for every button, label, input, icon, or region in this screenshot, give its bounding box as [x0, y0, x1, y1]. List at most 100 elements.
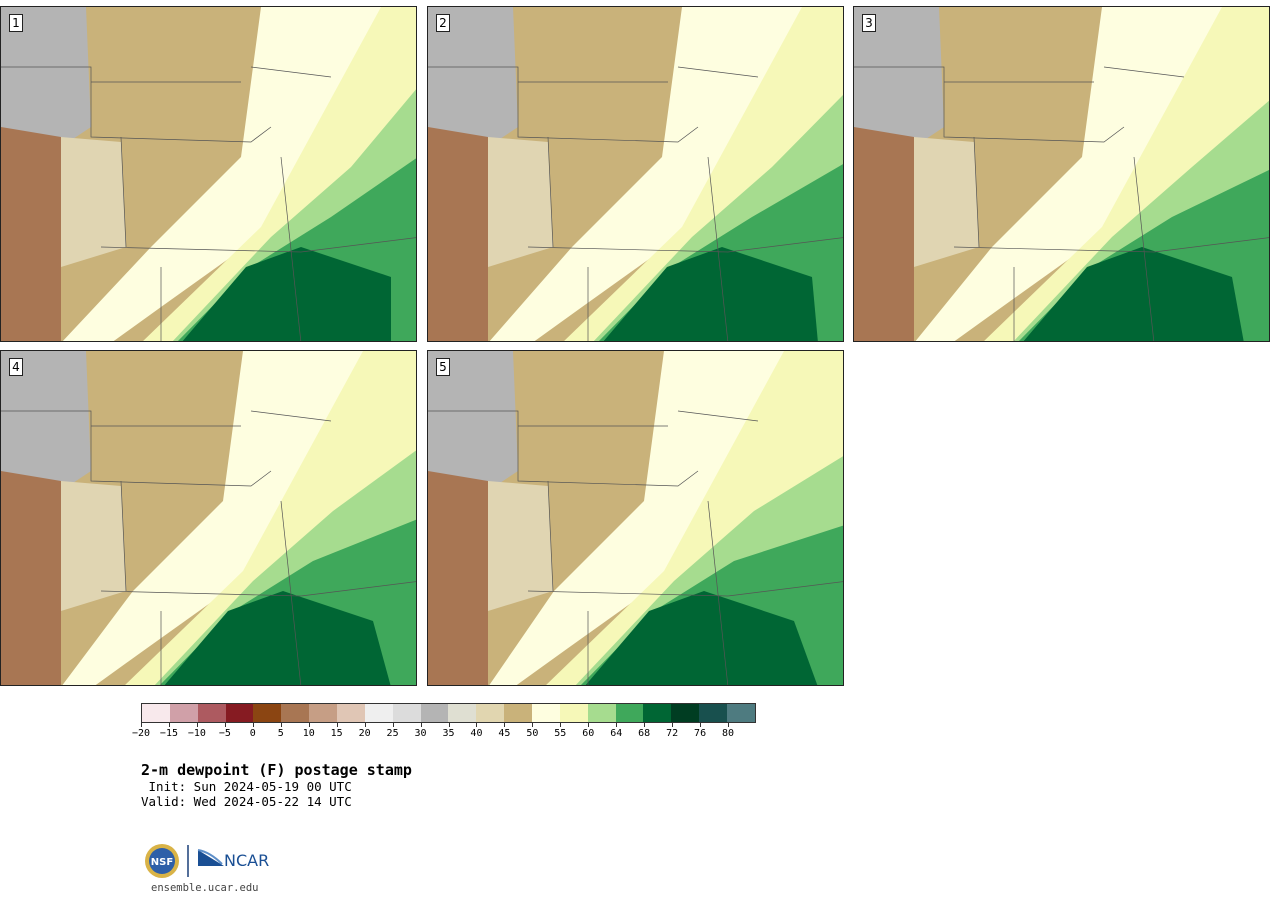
colorbar-tick-label: 20: [358, 728, 371, 739]
colorbar-swatch: [253, 704, 282, 722]
colorbar-tick: [672, 723, 674, 727]
rockies-low-dewpoint: [1, 471, 61, 685]
colorbar-tick-label: 76: [694, 728, 707, 739]
colorbar-swatch: [197, 704, 226, 722]
colorbar-tick: [392, 723, 394, 727]
colorbar-tick-label: −15: [159, 728, 178, 739]
colorbar-tick-label: 45: [498, 728, 511, 739]
light-yellow-band: [143, 7, 416, 341]
colorbar-tick: [588, 723, 590, 727]
colorbar-tick: [252, 723, 254, 727]
map-panel-5: 5: [427, 350, 844, 686]
colorbar-tick-label: −20: [131, 728, 151, 739]
colorbar-swatch: [281, 704, 310, 722]
colorbar-swatch: [392, 704, 421, 722]
high-dewpoint-region: [585, 591, 818, 685]
colorbar-tick: [532, 723, 534, 727]
colorbar-swatch: [337, 704, 365, 722]
colorbar-swatch: [615, 704, 644, 722]
mountain-west-gray: [1, 7, 91, 147]
colorbar-swatch: [420, 704, 449, 722]
light-yellow-band: [984, 7, 1269, 341]
colorbar-tick-label: 10: [302, 728, 315, 739]
colorbar-tick: [141, 723, 142, 727]
plains-tan: [488, 137, 553, 267]
colorbar-tick: [476, 723, 478, 727]
rockies-low-dewpoint: [428, 127, 488, 341]
map-panel-4: 4: [0, 350, 417, 686]
colorbar-tick-label: 15: [330, 728, 343, 739]
plains-tan: [488, 481, 553, 611]
colorbar-swatch: [643, 704, 672, 722]
valid-time: Valid: Wed 2024-05-22 14 UTC: [141, 794, 352, 809]
panel-number-label: 2: [436, 14, 450, 32]
high-dewpoint-region: [603, 247, 818, 341]
mountain-west-gray: [1, 351, 91, 491]
panel-number-label: 1: [9, 14, 23, 32]
colorbar-tick: [420, 723, 422, 727]
panel-number-label: 5: [436, 358, 450, 376]
colorbar-tick: [448, 723, 450, 727]
state-border: [1, 410, 416, 685]
site-url: ensemble.ucar.edu: [151, 882, 259, 894]
colorbar-tick-label: 60: [582, 728, 595, 739]
dewpoint-map: [854, 7, 1269, 341]
colorbar-tick-label: 55: [554, 728, 567, 739]
colorbar-tick-label: 80: [722, 728, 735, 739]
nsf-logo-icon: NSF: [145, 844, 179, 878]
colorbar-swatch: [587, 704, 616, 722]
light-yellow-band: [125, 351, 416, 685]
colorbar-tick-label: 35: [442, 728, 455, 739]
dewpoint-map: [428, 351, 843, 685]
nsf-logo-text: NSF: [151, 857, 173, 868]
colorbar-tick: [280, 723, 282, 727]
colorbar-swatch: [448, 704, 477, 722]
plains-tan: [61, 137, 126, 267]
light-yellow-band: [546, 351, 843, 685]
dewpoint-map: [428, 7, 843, 341]
state-border: [428, 66, 843, 341]
map-panel-2: 2: [427, 6, 844, 342]
colorbar-swatch: [671, 704, 700, 722]
colorbar-tick-label: 64: [610, 728, 623, 739]
colorbar-swatch: [727, 704, 755, 722]
colorbar-tick: [560, 723, 562, 727]
colorbar-tick-label: −10: [187, 728, 206, 739]
colorbar-tick-label: 50: [526, 728, 539, 739]
plains-tan: [914, 137, 979, 267]
light-yellow-band: [564, 7, 843, 341]
colorbar: [141, 703, 756, 723]
moist-transition: [489, 7, 843, 341]
colorbar-swatch: [504, 704, 533, 722]
nsf-ncar-logo: NSF NCAR: [144, 842, 284, 880]
dewpoint-map: [1, 351, 416, 685]
high-dewpoint-region: [1023, 247, 1244, 341]
init-time: Init: Sun 2024-05-19 00 UTC: [141, 779, 352, 794]
colorbar-tick-label: 68: [638, 728, 651, 739]
colorbar-tick: [700, 723, 702, 727]
map-panel-3: 3: [853, 6, 1270, 342]
high-dewpoint-region: [164, 591, 391, 685]
mountain-west-gray: [854, 7, 944, 147]
colorbar-swatch: [476, 704, 505, 722]
colorbar-tick-label: 30: [414, 728, 427, 739]
colorbar-tick-label: 25: [386, 728, 399, 739]
colorbar-tick: [308, 723, 310, 727]
colorbar-ticks: −20 −15 −10 −5 0 5 10 15 20 25 30 35 40 45 50 55 60 64 68 7…: [132, 723, 756, 743]
colorbar-tick: [364, 723, 366, 727]
colorbar-tick: [336, 723, 338, 727]
dewpoint-map: [1, 7, 416, 341]
colorbar-tick: [196, 723, 198, 727]
colorbar-swatch: [364, 704, 393, 722]
colorbar-swatch: [142, 704, 170, 722]
colorbar-tick-label: 72: [666, 728, 679, 739]
chart-title: 2-m dewpoint (F) postage stamp: [141, 761, 412, 779]
mountain-west-gray: [428, 351, 518, 491]
map-panel-1: 1: [0, 6, 417, 342]
moist-transition: [62, 7, 416, 341]
ncar-logo-text: NCAR: [224, 851, 269, 870]
panel-number-label: 3: [862, 14, 876, 32]
colorbar-tick-label: 0: [249, 728, 256, 739]
colorbar-tick: [168, 723, 170, 727]
colorbar-tick-label: 40: [470, 728, 483, 739]
